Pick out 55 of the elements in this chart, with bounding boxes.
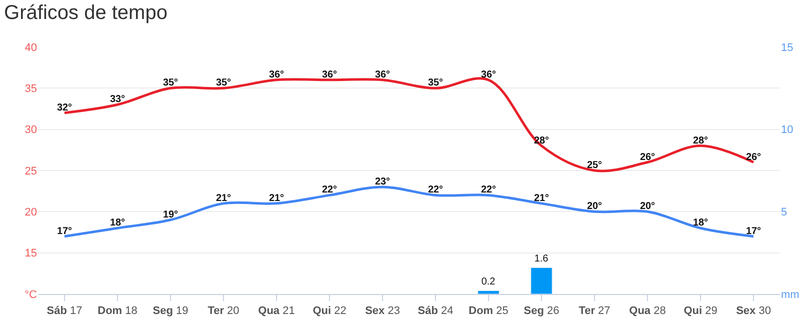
data-label: 25° xyxy=(586,160,602,171)
data-label: 20° xyxy=(640,201,656,212)
data-label: 35° xyxy=(162,78,178,89)
y2-tick-label: 5 xyxy=(781,206,788,219)
x-tick-label: Ter 27 xyxy=(578,305,610,318)
x-tick-label: Qua 21 xyxy=(258,305,295,318)
chart-title: Gráficos de tempo xyxy=(4,2,168,24)
x-tick-label: Sex 30 xyxy=(736,305,771,318)
data-label: 22° xyxy=(322,184,338,196)
y-tick-label: 25 xyxy=(24,165,37,178)
x-tick-label: Sáb 24 xyxy=(418,305,454,318)
data-label: 36° xyxy=(374,69,390,80)
y-tick-label: 20 xyxy=(24,206,37,219)
data-label: 26° xyxy=(640,152,656,163)
y2-tick-label: mm xyxy=(781,288,800,301)
y-tick-label: 40 xyxy=(24,42,37,54)
data-label: 21° xyxy=(534,192,550,204)
x-tick-label: Seg 19 xyxy=(152,305,188,318)
data-label: 20° xyxy=(586,201,602,212)
y-tick-label: 30 xyxy=(24,124,37,136)
data-label: 32° xyxy=(56,102,72,114)
data-label: 17° xyxy=(746,226,762,237)
x-tick-label: Qui 29 xyxy=(684,305,718,318)
data-label: 18° xyxy=(110,218,126,229)
data-label: 28° xyxy=(692,135,708,146)
y2-tick-label: 15 xyxy=(781,42,794,54)
x-tick-label: Dom 25 xyxy=(468,305,508,318)
y-tick-label: °C xyxy=(24,288,38,301)
data-label: 36° xyxy=(480,69,496,80)
data-label: 18° xyxy=(692,218,708,229)
data-label: 21° xyxy=(216,192,232,204)
data-label: 0.2 xyxy=(481,276,496,288)
data-label: 1.6 xyxy=(534,254,549,265)
y-tick-label: 15 xyxy=(24,248,37,260)
data-label: 22° xyxy=(428,184,444,196)
x-tick-label: Qua 28 xyxy=(629,305,666,318)
data-label: 22° xyxy=(480,184,496,196)
x-tick-label: Ter 20 xyxy=(208,305,240,318)
data-label: 35° xyxy=(216,78,232,89)
data-label: 26° xyxy=(746,152,762,163)
x-tick-label: Qui 22 xyxy=(312,305,346,318)
data-label: 33° xyxy=(110,94,126,106)
data-label: 36° xyxy=(268,69,284,80)
data-label: 23° xyxy=(374,176,390,188)
data-label: 19° xyxy=(162,209,178,220)
y-tick-label: 35 xyxy=(24,83,37,96)
data-label: 35° xyxy=(428,78,444,89)
x-tick-label: Seg 26 xyxy=(524,305,560,318)
x-tick-label: Sex 23 xyxy=(365,305,400,318)
data-label: 17° xyxy=(56,226,72,237)
data-label: 36° xyxy=(322,69,338,80)
data-label: 21° xyxy=(268,192,284,204)
x-tick-label: Dom 18 xyxy=(98,305,138,318)
y2-tick-label: 10 xyxy=(781,124,794,136)
x-tick-label: Sáb 17 xyxy=(46,305,82,318)
